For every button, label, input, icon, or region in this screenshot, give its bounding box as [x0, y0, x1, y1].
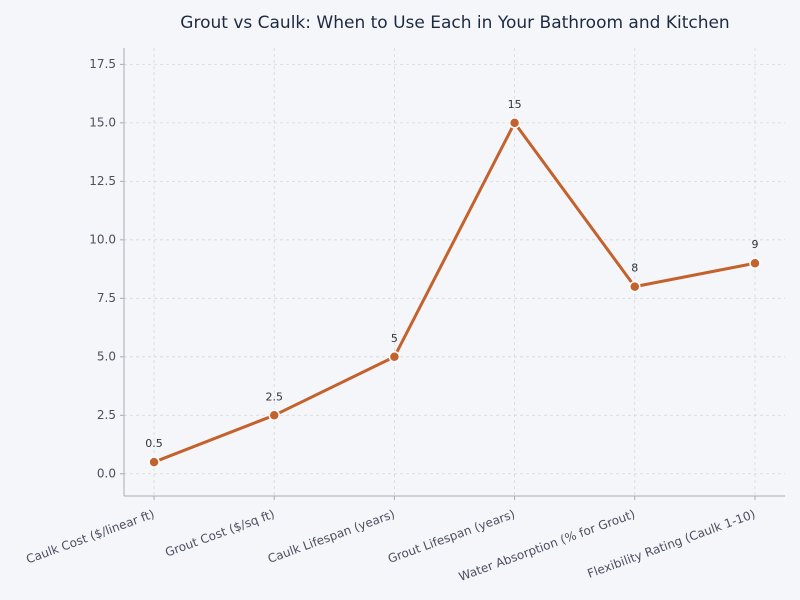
plot-area	[124, 48, 785, 496]
line-series	[153, 121, 756, 464]
y-tick-label: 17.5	[89, 57, 116, 71]
data-label: 5	[391, 332, 398, 345]
data-point	[629, 280, 641, 293]
y-tick-label: 2.5	[97, 408, 116, 422]
y-tick-label: 5.0	[97, 349, 116, 363]
y-tick-label: 0.0	[97, 466, 116, 480]
y-tick-label: 10.0	[89, 232, 116, 246]
y-tick-label: 15.0	[89, 115, 116, 129]
data-point	[749, 257, 761, 269]
chart-title: Grout vs Caulk: When to Use Each in Your…	[180, 13, 729, 33]
data-point	[148, 456, 160, 468]
data-label: 0.5	[145, 437, 163, 450]
data-point	[388, 351, 401, 363]
data-label: 9	[751, 238, 758, 251]
data-label: 2.5	[265, 390, 283, 403]
y-tick-label: 12.5	[89, 174, 116, 188]
y-tick-label: 7.5	[97, 291, 116, 305]
data-point	[508, 117, 521, 129]
data-label: 8	[631, 262, 638, 275]
data-point	[268, 409, 280, 422]
data-label: 15	[508, 98, 522, 111]
